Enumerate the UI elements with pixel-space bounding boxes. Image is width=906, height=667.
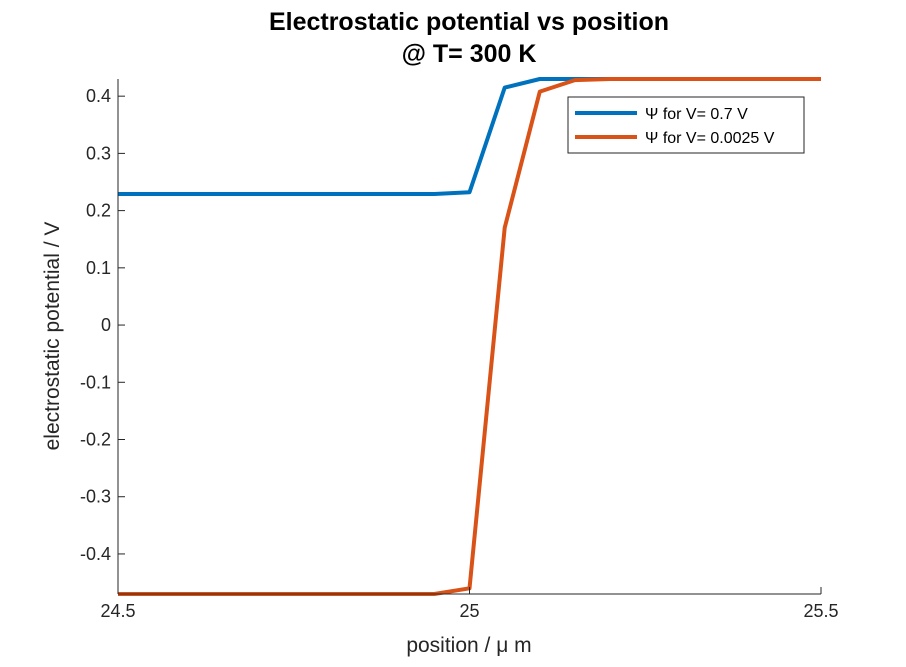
legend-label-series-2: Ψ for V= 0.0025 V [645, 130, 775, 147]
series-layer [118, 77, 821, 596]
x-tick-label: 24.5 [100, 601, 135, 621]
chart-title-line1: Electrostatic potential vs position [269, 8, 669, 36]
x-ticks: 24.5 25 25.5 [100, 587, 839, 621]
y-axis-label: electrostatic potential / V [41, 222, 64, 451]
chart-title-line2: @ T= 300 K [402, 40, 537, 68]
x-tick-label: 25.5 [803, 601, 838, 621]
legend-label-series-1: Ψ for V= 0.7 V [645, 106, 748, 123]
y-tick-label: -0.2 [80, 430, 111, 450]
legend: Ψ for V= 0.7 V Ψ for V= 0.0025 V [567, 96, 805, 154]
legend-box [567, 96, 805, 154]
y-ticks: -0.4 -0.3 -0.2 -0.1 0 0.1 0.2 0.3 0.4 [80, 86, 125, 564]
y-tick-label: 0.1 [86, 258, 111, 278]
x-tick-label: 25 [459, 601, 479, 621]
y-tick-label: 0.2 [86, 201, 111, 221]
plot-area [118, 79, 821, 594]
y-tick-label: -0.3 [80, 487, 111, 507]
y-tick-label: 0.4 [86, 86, 111, 106]
y-tick-label: 0 [101, 315, 111, 335]
series-line-2 [118, 77, 821, 596]
y-tick-label: -0.1 [80, 372, 111, 392]
y-tick-label: 0.3 [86, 143, 111, 163]
x-axis-label: position / μ m [406, 634, 531, 657]
y-tick-label: -0.4 [80, 544, 111, 564]
